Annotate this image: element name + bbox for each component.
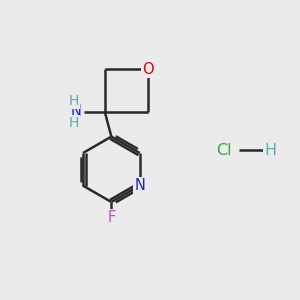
Text: H: H <box>68 94 79 108</box>
Text: N: N <box>70 104 81 119</box>
Text: F: F <box>107 210 116 225</box>
Text: H: H <box>68 116 79 130</box>
Text: O: O <box>142 62 153 77</box>
Text: Cl: Cl <box>217 142 232 158</box>
Text: H: H <box>264 142 276 158</box>
Text: N: N <box>134 178 145 193</box>
